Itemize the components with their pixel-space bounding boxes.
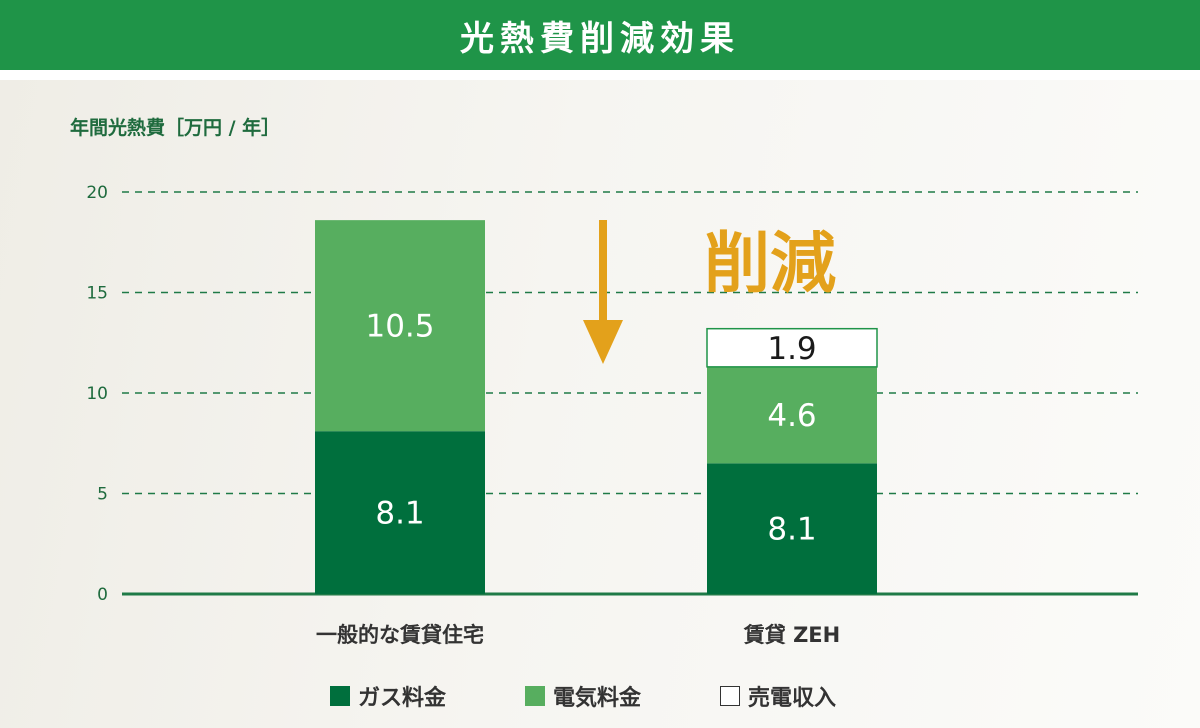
bar-segment (707, 463, 877, 594)
y-tick-label: 10 (86, 384, 108, 404)
bar-segment (706, 327, 878, 368)
legend-item: 売電収入 (720, 676, 836, 716)
bar-segment (707, 366, 877, 464)
y-ticks: 0 5 10 15 20 (86, 183, 108, 605)
legend-swatch (330, 686, 350, 706)
category-labels: 一般的な賃貸住宅 賃貸 ZEH (316, 623, 840, 647)
legend-label: 売電収入 (748, 686, 837, 711)
bar-segment (315, 220, 485, 432)
y-tick-label: 0 (97, 585, 108, 605)
bar-segment (315, 431, 485, 594)
legend-item: ガス料金 (330, 676, 446, 716)
y-tick-label: 20 (86, 183, 108, 203)
legend-swatch (525, 686, 545, 706)
data-label: 1.9 (767, 331, 816, 367)
gridlines (122, 191, 1138, 596)
category-label: 賃貸 ZEH (743, 623, 840, 647)
page-title: 光熱費削減効果 (460, 18, 740, 59)
y-axis-label: 年間光熱費［万円 / 年］ (70, 116, 280, 139)
legend-label: 電気料金 (553, 686, 642, 711)
chart-panel (0, 80, 1200, 728)
bars: 8.1 10.5 8.1 4.6 1.9 (315, 220, 878, 594)
legend: ガス料金 電気料金 売電収入 (0, 676, 1200, 716)
y-tick-label: 15 (86, 284, 108, 304)
data-label: 10.5 (365, 309, 434, 345)
reduction-arrow-icon (583, 220, 623, 364)
data-label: 4.6 (767, 398, 816, 434)
data-label: 8.1 (375, 496, 424, 532)
y-tick-label: 5 (97, 485, 108, 505)
data-label: 8.1 (767, 512, 816, 548)
legend-swatch (720, 686, 740, 706)
reduction-annotation: 削減 (704, 225, 836, 302)
legend-item: 電気料金 (525, 676, 641, 716)
category-label: 一般的な賃貸住宅 (316, 623, 484, 647)
legend-label: ガス料金 (358, 686, 447, 711)
header-bar: 光熱費削減効果 (0, 0, 1200, 70)
